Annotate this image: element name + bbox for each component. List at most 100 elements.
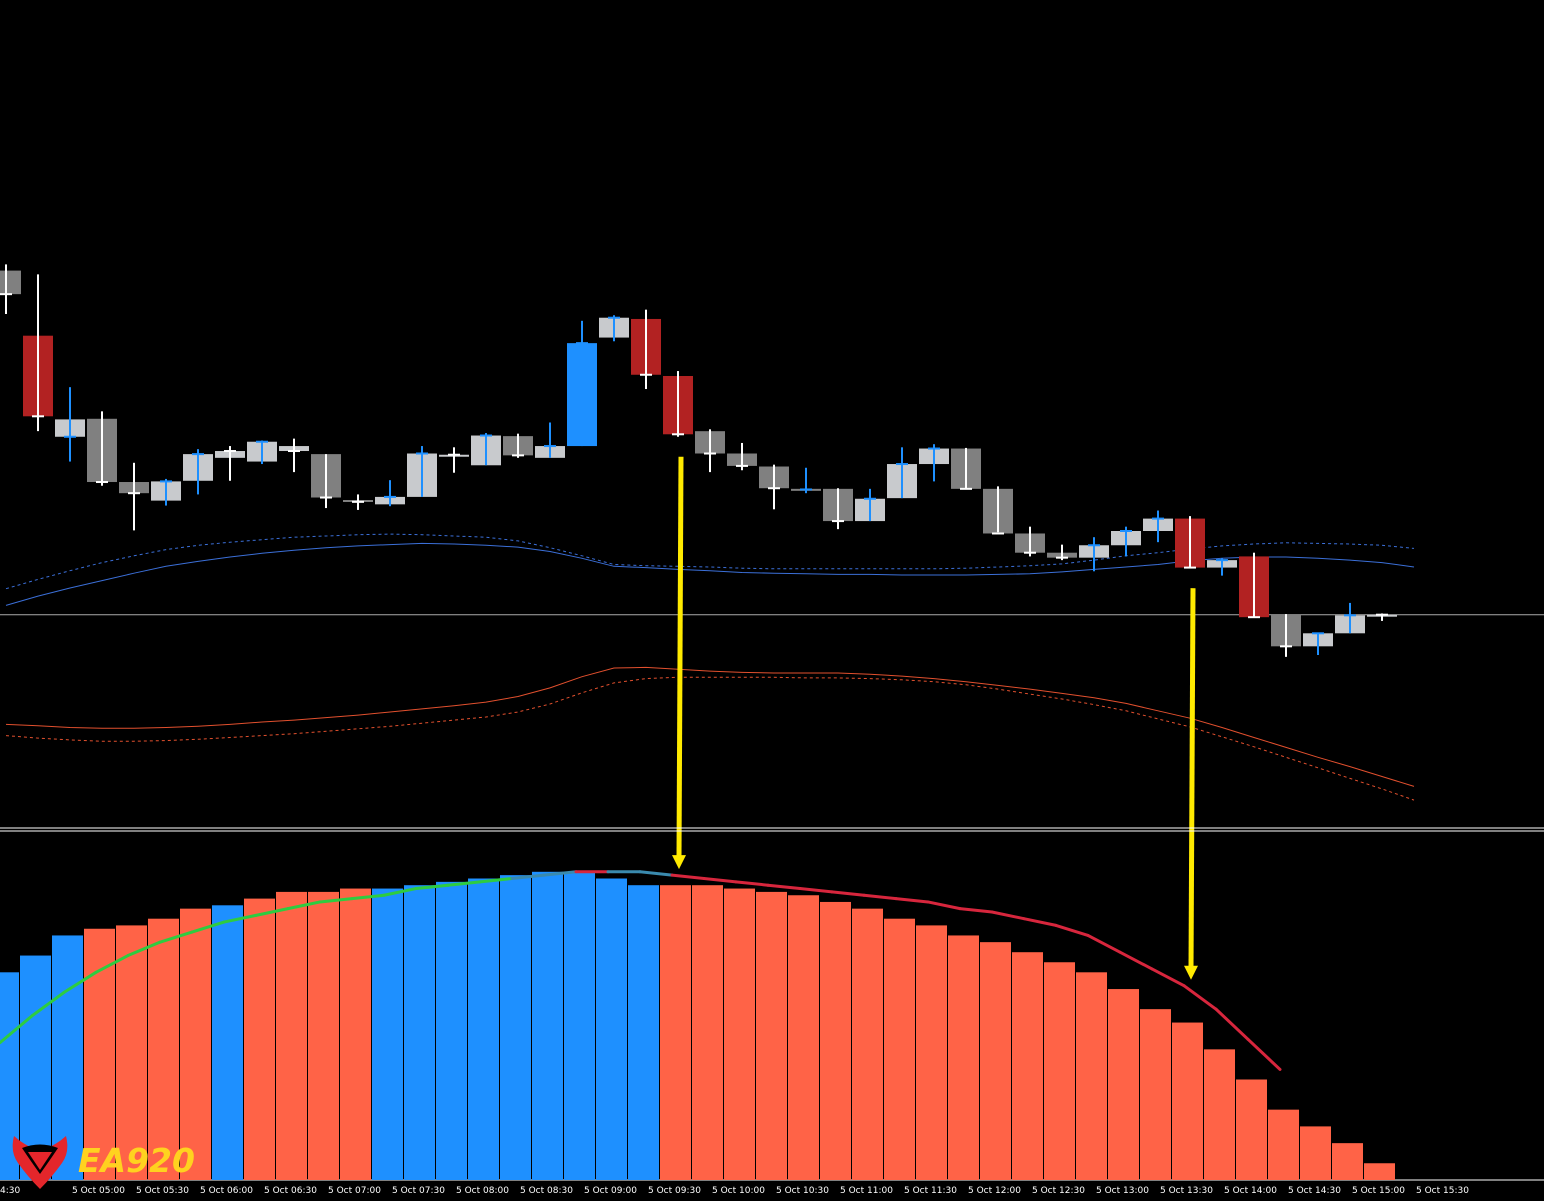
- signal-arrow-shaft: [676, 456, 684, 858]
- candle: [631, 309, 661, 390]
- signal-line-segment: [414, 883, 450, 891]
- candle: [1207, 558, 1237, 576]
- signal-line-segment: [510, 873, 546, 880]
- signal-arrow: [1184, 588, 1198, 980]
- signal-line-segment: [94, 954, 130, 974]
- candle: [1111, 526, 1141, 557]
- indicator-bar: [148, 918, 179, 1180]
- indicator-bar: [372, 888, 403, 1180]
- x-tick-label: 5 Oct 08:30: [520, 1186, 573, 1196]
- signal-line-segment: [1150, 967, 1186, 988]
- signal-line-segment: [30, 990, 66, 1018]
- indicator-bar: [1204, 1049, 1235, 1180]
- x-tick-label: 5 Oct 14:30: [1288, 1186, 1341, 1196]
- indicator-bar: [276, 891, 307, 1180]
- indicator-bar: [0, 972, 19, 1180]
- band-lower-solid: [5, 666, 1415, 787]
- indicator-bar: [52, 935, 83, 1180]
- indicator-bar: [820, 901, 851, 1180]
- candle: [695, 429, 725, 473]
- candle: [151, 478, 181, 506]
- indicator-bar: [884, 918, 915, 1180]
- candle: [887, 447, 917, 499]
- indicator-bar: [1268, 1109, 1299, 1180]
- signal-line-segment: [1022, 917, 1058, 927]
- x-tick-label: 5 Oct 08:00: [456, 1186, 509, 1196]
- signal-line-segment: [1086, 933, 1122, 954]
- indicator-bar: [628, 885, 659, 1180]
- x-tick-label: 5 Oct 06:00: [200, 1186, 253, 1196]
- x-tick-label: 5 Oct 05:30: [136, 1186, 189, 1196]
- candle: [375, 480, 405, 507]
- signal-line-segment: [990, 910, 1026, 921]
- ea920-logo: EA920: [12, 1136, 195, 1189]
- candle: [663, 371, 693, 437]
- candle: [1271, 614, 1301, 657]
- signal-line-segment: [1182, 984, 1218, 1011]
- indicator-bar: [1140, 1009, 1171, 1180]
- signal-line-segment: [478, 877, 514, 884]
- signal-line-segment: [830, 890, 866, 897]
- indicator-bar: [340, 888, 371, 1180]
- x-tick-label: 5 Oct 11:30: [904, 1186, 957, 1196]
- candle: [0, 264, 21, 314]
- candle: [87, 411, 117, 486]
- indicator-bar: [980, 942, 1011, 1180]
- candle: [759, 464, 789, 510]
- candle: [1367, 613, 1397, 621]
- candle: [407, 446, 437, 497]
- x-tick-label: 5 Oct 14:00: [1224, 1186, 1277, 1196]
- candle: [535, 422, 565, 458]
- x-tick-label: 5 Oct 15:30: [1416, 1186, 1469, 1196]
- signal-line-segment: [286, 900, 322, 911]
- x-tick-label: 5 Oct 06:30: [264, 1186, 317, 1196]
- candle: [919, 444, 949, 482]
- candle: [471, 433, 501, 466]
- x-tick-label: 5 Oct 12:00: [968, 1186, 1021, 1196]
- candle: [503, 433, 533, 458]
- indicator-bar: [724, 888, 755, 1180]
- candle: [791, 467, 821, 494]
- candle: [1015, 526, 1045, 557]
- signal-line-segment: [254, 907, 290, 917]
- x-tick-label: 5 Oct 13:00: [1096, 1186, 1149, 1196]
- candle: [279, 438, 309, 473]
- signal-line-segment: [638, 870, 674, 877]
- indicator-bar: [212, 905, 243, 1180]
- candle: [1079, 537, 1109, 572]
- candle: [1335, 602, 1365, 634]
- candle: [1047, 544, 1077, 561]
- x-tick-label: 5 Oct 05:00: [72, 1186, 125, 1196]
- signal-line-segment: [734, 880, 770, 887]
- signal-line-segment: [0, 1014, 34, 1045]
- signal-line-segment: [1054, 923, 1090, 937]
- signal-line-segment: [542, 870, 578, 877]
- candle: [439, 447, 469, 473]
- signal-line-segment: [1246, 1037, 1282, 1071]
- candle: [567, 320, 597, 447]
- signal-line-segment: [958, 907, 994, 914]
- indicator-panel: [0, 870, 1395, 1180]
- candle: [823, 488, 853, 530]
- signal-line-segment: [766, 883, 802, 891]
- indicator-bar: [116, 925, 147, 1180]
- signal-arrow-shaft: [1188, 588, 1196, 968]
- signal-line-segment: [62, 970, 98, 994]
- signal-line-segment: [446, 880, 482, 887]
- indicator-bar: [1332, 1143, 1363, 1180]
- signal-line-segment: [190, 920, 226, 934]
- indicator-bar: [788, 895, 819, 1180]
- signal-line-segment: [126, 940, 162, 958]
- indicator-bar: [756, 891, 787, 1180]
- indicator-bar: [564, 871, 595, 1180]
- band-lower-dotted: [5, 676, 1415, 801]
- candle: [1239, 552, 1269, 619]
- candle-body: [0, 270, 21, 295]
- candle: [215, 446, 245, 481]
- x-tick-label: 5 Oct 07:30: [392, 1186, 445, 1196]
- x-tick-label: 5 Oct 09:00: [584, 1186, 637, 1196]
- indicator-bar: [916, 925, 947, 1180]
- indicator-bar: [948, 935, 979, 1180]
- x-tick-label: 5 Oct 12:30: [1032, 1186, 1085, 1196]
